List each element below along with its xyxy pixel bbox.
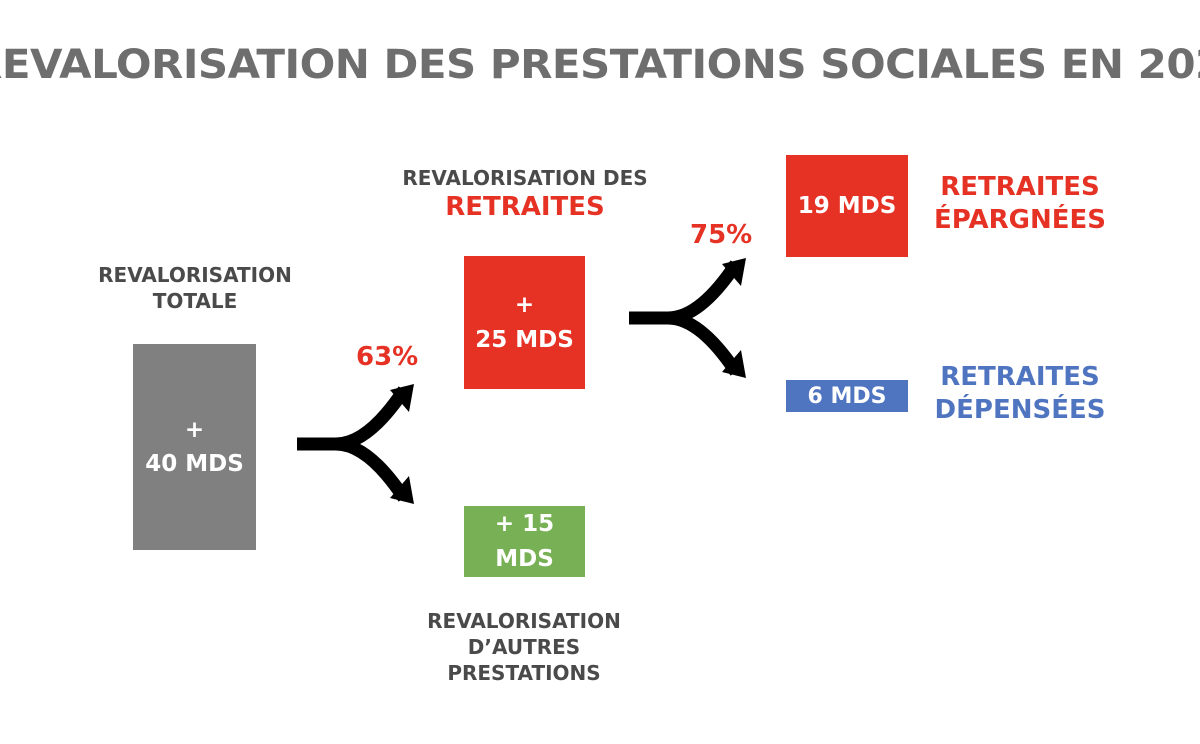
depensees-label-line1: RETRAITES [940, 362, 1100, 392]
split-arrow-1-icon [297, 384, 414, 504]
depensees-box-value: 6 MDS [807, 383, 887, 409]
retraites-box-plus: + [514, 292, 535, 318]
epargnees-label-line2: ÉPARGNÉES [934, 204, 1106, 235]
autres-label: REVALORISATION D’AUTRES PRESTATIONS [411, 608, 637, 686]
split-1-percent: 63% [356, 342, 419, 372]
page-title: REVALORISATION DES PRESTATIONS SOCIALES … [0, 42, 1200, 88]
autres-box-value: + 15 MDS [494, 511, 555, 572]
total-label-line1: REVALORISATION [98, 263, 292, 287]
retraites-label: REVALORISATION DES RETRAITES [396, 165, 654, 225]
retraites-label-line1: REVALORISATION DES [402, 166, 648, 190]
total-box-plus: + [184, 416, 205, 443]
depensees-box: 6 MDS [786, 380, 908, 412]
retraites-box-value: 25 MDS [475, 326, 574, 353]
autres-label-line3: PRESTATIONS [447, 661, 601, 685]
epargnees-label: RETRAITES ÉPARGNÉES [920, 171, 1120, 236]
split-arrow-2-icon [629, 258, 746, 378]
total-box-value: 40 MDS [145, 451, 244, 477]
epargnees-box: 19 MDS [786, 155, 908, 257]
total-box: + 40 MDS [133, 344, 256, 550]
autres-label-line2: D’AUTRES [467, 635, 581, 659]
epargnees-box-value: 19 MDS [797, 192, 897, 219]
total-label-line2: TOTALE [152, 289, 238, 313]
retraites-box: + 25 MDS [464, 256, 585, 389]
depensees-label-line2: DÉPENSÉES [934, 394, 1106, 425]
total-label: REVALORISATION TOTALE [92, 262, 298, 314]
depensees-label: RETRAITES DÉPENSÉES [920, 361, 1120, 426]
autres-label-line1: REVALORISATION [427, 609, 621, 633]
autres-box: + 15 MDS [464, 506, 585, 577]
epargnees-label-line1: RETRAITES [940, 172, 1100, 202]
split-2-percent: 75% [690, 220, 753, 250]
retraites-label-line2: RETRAITES [445, 192, 605, 222]
